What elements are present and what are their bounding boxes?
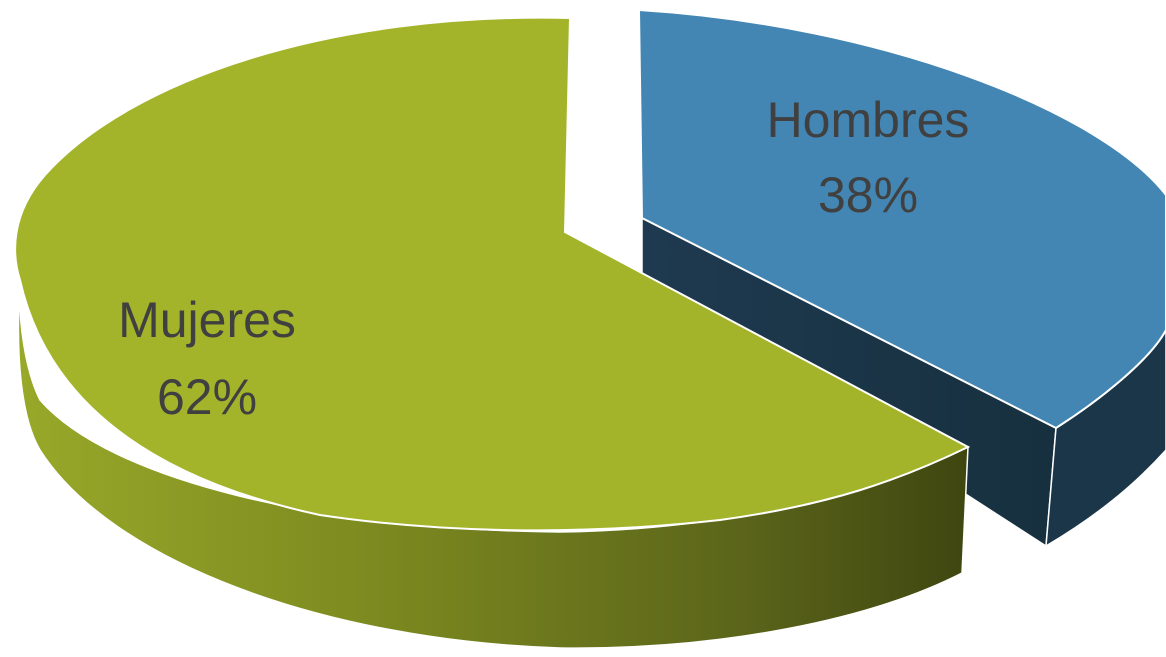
mujeres-name-label: Mujeres [118,292,296,348]
pie-slice-mujeres: Mujeres 62% [14,16,971,649]
hombres-name-label: Hombres [767,92,970,148]
pie-slice-mujeres-top [14,16,971,532]
pie-slice-hombres-top [637,8,1166,430]
pie-slice-mujeres-side [17,279,969,649]
hombres-percent-label: 38% [818,167,918,223]
mujeres-percent-label: 62% [157,369,257,425]
